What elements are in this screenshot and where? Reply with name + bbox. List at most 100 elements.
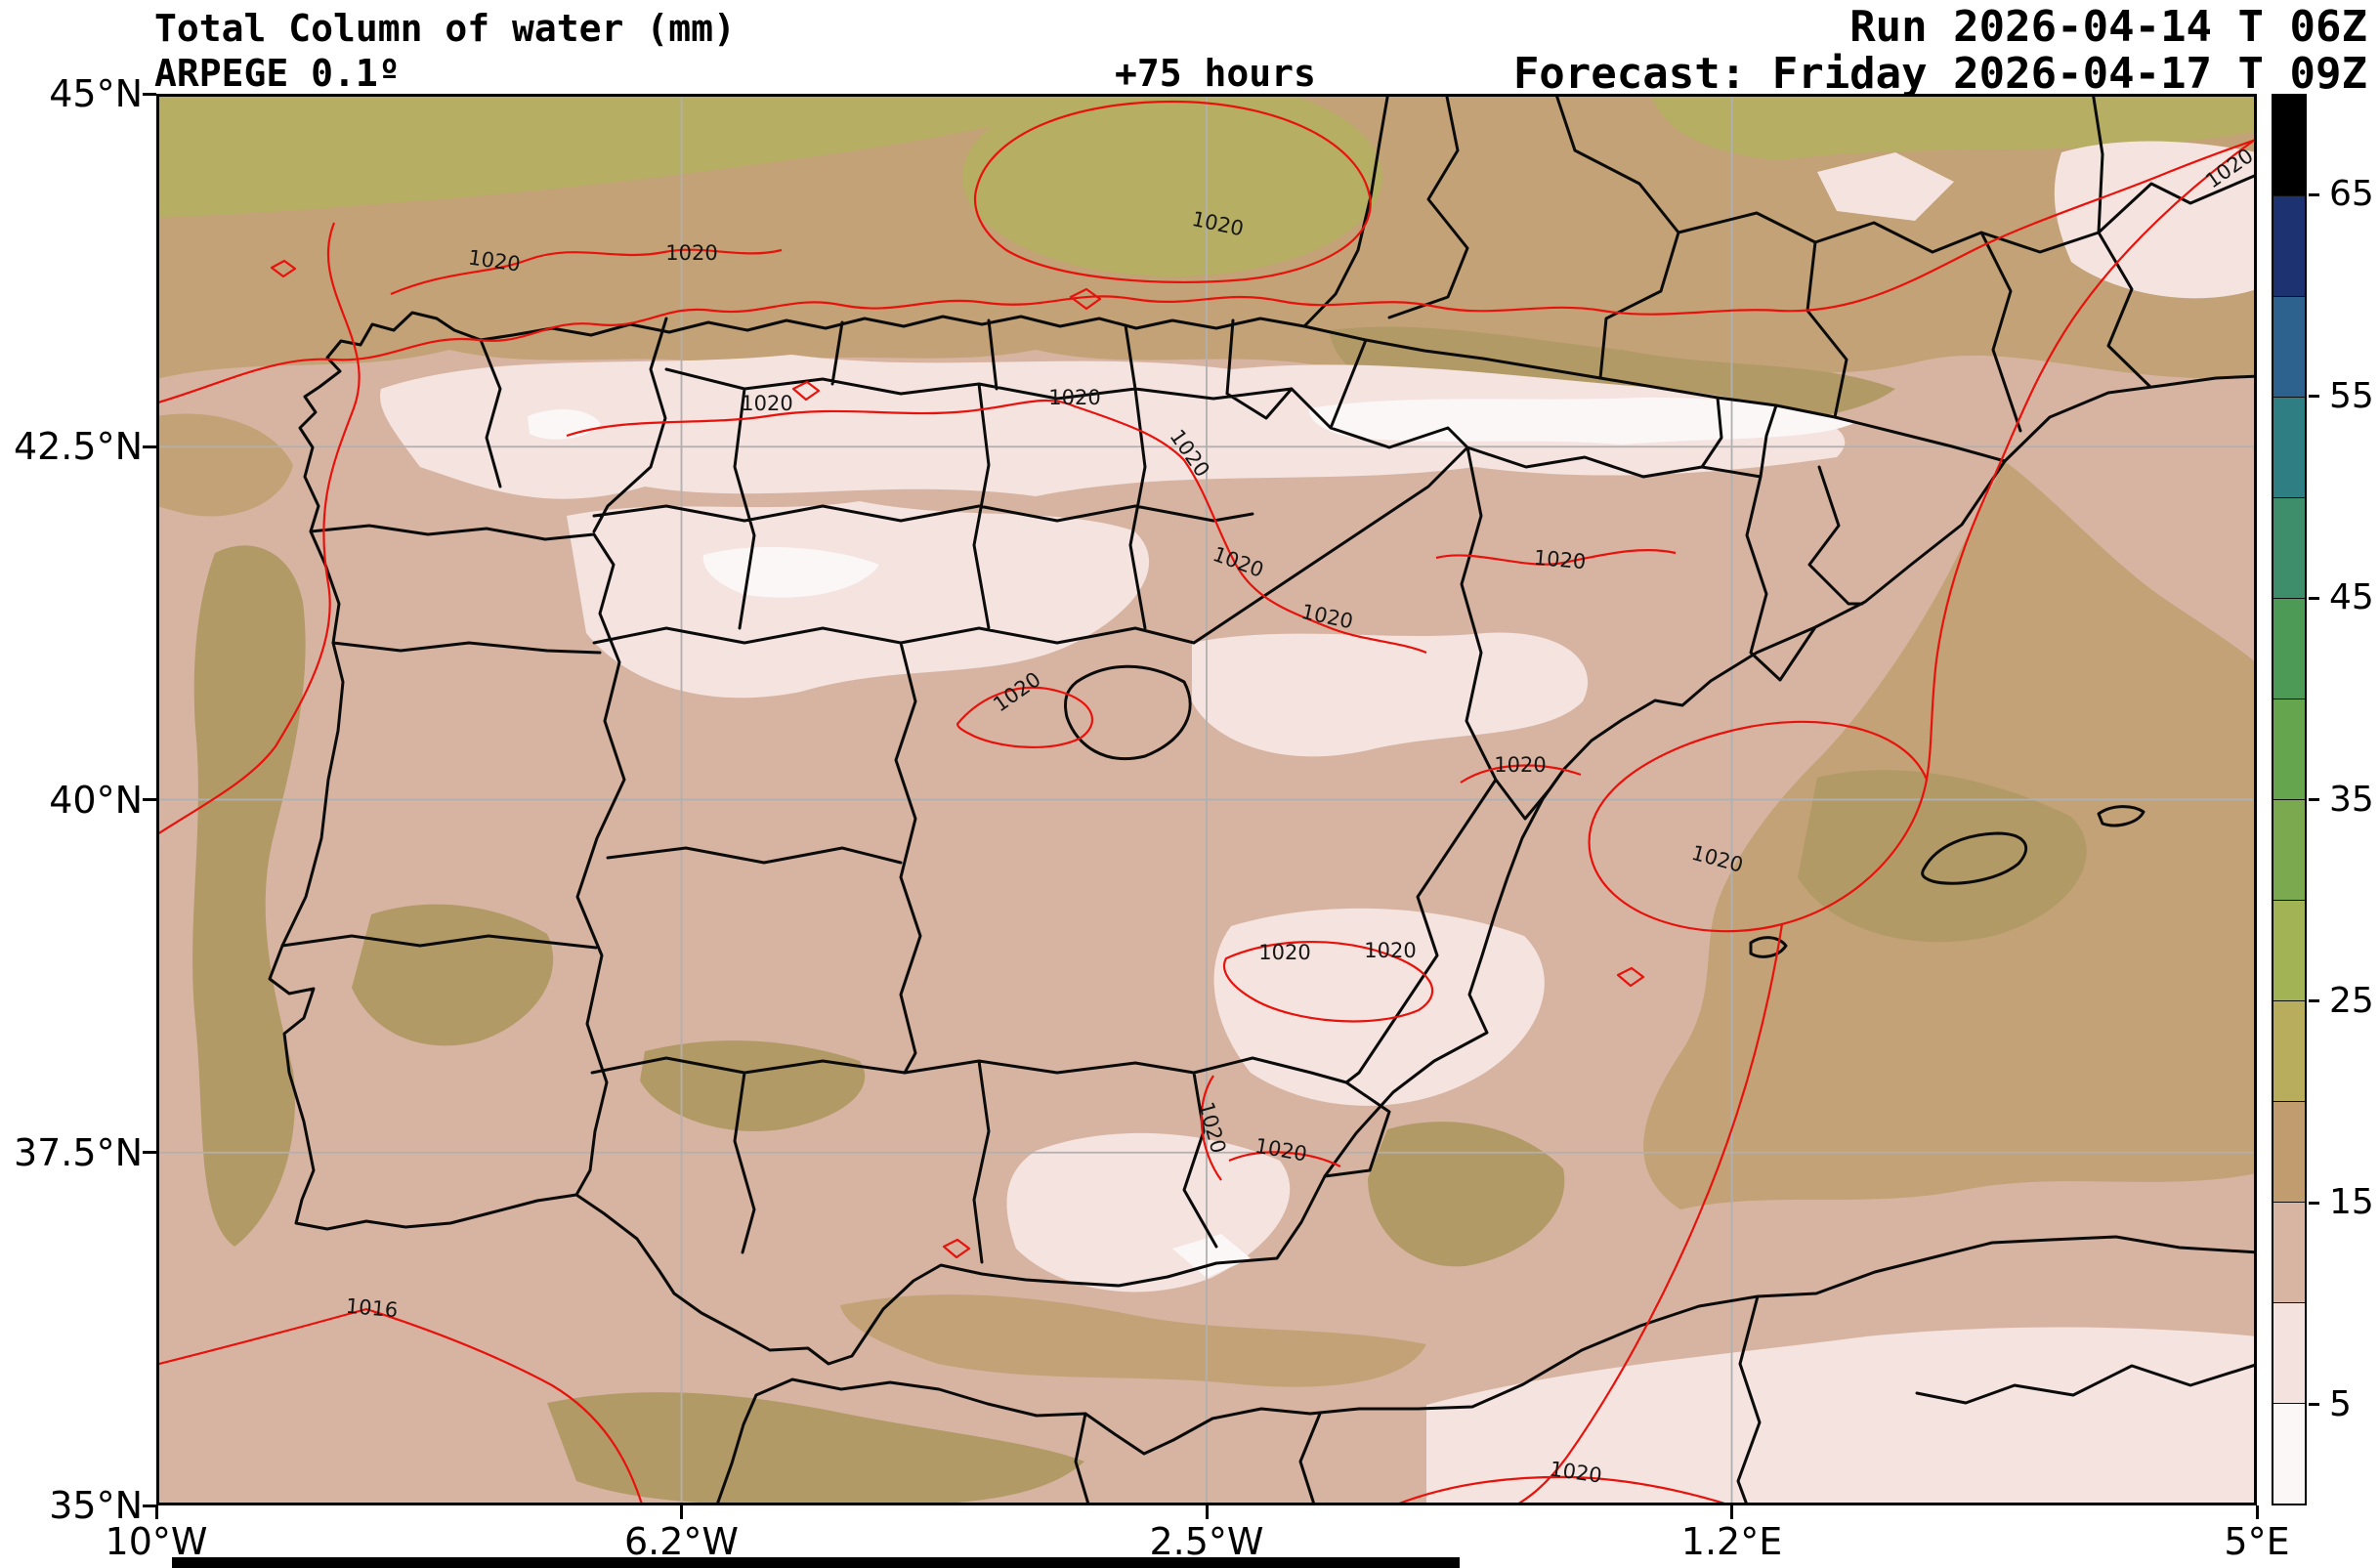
lon-tick-mark (154, 1505, 158, 1519)
france-internal-borders (1387, 94, 2257, 433)
pale-ne-corner (2054, 141, 2257, 299)
colorbar-segment (2273, 195, 2305, 296)
lat-tick-label: 37.5°N (13, 1130, 143, 1174)
pale-east-central (1192, 632, 1589, 757)
khaki-mediterranean-core (1798, 770, 2087, 943)
portugal-internal-borders (280, 641, 602, 950)
model-label: ARPEGE 0.1º (154, 52, 401, 95)
colorbar-tick-mark (2309, 999, 2319, 1003)
contour-label: 1016 (345, 1294, 399, 1323)
colorbar-tick-mark (2309, 798, 2319, 801)
lat-tick-label: 40°N (49, 778, 143, 822)
figure-title: Total Column of water (mm) (154, 7, 736, 50)
lon-tick-mark (2255, 1505, 2259, 1519)
geography-layer (268, 94, 2257, 1505)
colorbar-segment (2273, 1403, 2305, 1504)
forecast-datetime: Forecast: Friday 2026-04-17 T 09Z (1512, 49, 2367, 99)
isobar-1020-inner-band (566, 399, 1427, 655)
run-datetime: Run 2026-04-14 T 06Z (1849, 2, 2367, 52)
colorbar-tick-label: 65 (2329, 174, 2374, 215)
colorbar-segment (2273, 799, 2305, 900)
pyrenees-border (1302, 324, 2007, 463)
lat-tick-label: 42.5°N (13, 425, 143, 469)
colorbar-segment (2273, 296, 2305, 397)
colorbar-segment (2273, 1302, 2305, 1403)
isobar-1020-oval (973, 100, 1372, 284)
olive-oval-blob (962, 94, 1382, 276)
colorbar-tick-mark (2309, 1201, 2319, 1205)
colorbar-segment (2273, 699, 2305, 799)
iberia-coastline (268, 94, 2257, 1366)
lon-tick-mark (1205, 1505, 1209, 1519)
tan-alboran (840, 1294, 1426, 1387)
colorbar-tick-label: 5 (2329, 1383, 2352, 1424)
colorbar-segment (2273, 96, 2305, 195)
colorbar-segment (2273, 900, 2305, 1000)
pale-southeast (1213, 908, 1545, 1106)
spain-province-borders (479, 317, 1864, 1264)
lat-tick-label: 35°N (49, 1484, 143, 1527)
plot-frame (156, 94, 2257, 1505)
colorbar-tick-label: 55 (2329, 375, 2374, 416)
pale-north-band (380, 355, 1846, 499)
olive-top-strip (156, 94, 1114, 218)
contour-label: 1020 (1494, 753, 1546, 777)
colorbar-tick-mark (2309, 395, 2319, 399)
lat-tick-mark (143, 445, 156, 448)
isobar-1020-west (156, 222, 361, 837)
pale-ne-patch (1817, 152, 1954, 221)
lon-tick-label: 6.2°W (623, 1520, 740, 1563)
olive-topright-strip (1651, 94, 2257, 160)
isobar-1020-biscay (390, 248, 783, 296)
colorbar-segment (2273, 1101, 2305, 1202)
white-south-spot (1172, 1234, 1251, 1278)
isobar-1020-north-coast (156, 138, 2257, 404)
colorbar-segment (2273, 1000, 2305, 1101)
colorbar-tick-mark (2309, 1403, 2319, 1407)
bottom-black-bar (172, 1557, 1460, 1568)
lat-tick-label: 45°N (49, 72, 143, 115)
contour-label: 1020 (1258, 941, 1310, 964)
colorbar-tick-label: 45 (2329, 577, 2374, 618)
colorbar-segment (2273, 397, 2305, 497)
africa-borders (1074, 1294, 2257, 1505)
map-plot-area: 1020 1020 1020 1020 1020 1020 1020 1020 1020 1020… (156, 94, 2257, 1505)
isobar-1016-southwest (156, 1307, 644, 1505)
isobar-1020-ebro (1435, 548, 1677, 566)
contour-label: 1020 (741, 392, 792, 415)
forecast-lead-time: +75 hours (1115, 52, 1316, 95)
isobar-layer (156, 100, 2257, 1505)
colorbar-segment (2273, 598, 2305, 699)
lon-tick-label: 1.2°E (1680, 1520, 1783, 1563)
isobar-1020-africa (1391, 1475, 1735, 1505)
isobar-1020-southeast-loop (1223, 941, 1434, 1023)
pale-center-west (567, 501, 1150, 699)
lat-tick-mark (143, 1504, 156, 1507)
colorbar-segment (2273, 1202, 2305, 1302)
khaki-southeast (1368, 1122, 1565, 1267)
lon-tick-label: 2.5°W (1149, 1520, 1264, 1563)
contour-label: 1020 (1533, 546, 1587, 574)
isobar-1020-center-loop (956, 686, 1094, 748)
isobar-small-loops (270, 259, 1645, 1259)
isobar-1020-east (1513, 137, 2257, 1505)
colorbar-tick-mark (2309, 192, 2319, 196)
balearic-islands (1749, 805, 2145, 958)
lon-tick-label: 10°W (105, 1520, 208, 1563)
contour-label: 1020 (1364, 939, 1416, 962)
lon-tick-label: 5°E (2224, 1520, 2290, 1563)
lat-tick-mark (143, 92, 156, 96)
africa-coastline (715, 1235, 2257, 1505)
colorbar-tick-mark (2309, 596, 2319, 600)
contour-label: 1020 (665, 241, 717, 265)
colorbar-segment (2273, 497, 2305, 598)
colorbar-tick-label: 25 (2329, 980, 2374, 1021)
colorbar (2272, 94, 2307, 1505)
lat-tick-mark (143, 798, 156, 801)
lon-tick-mark (680, 1505, 683, 1519)
isobar-1020-cuenca (1460, 764, 1582, 784)
khaki-alentejo (352, 904, 554, 1046)
khaki-portugal-offshore (192, 545, 306, 1247)
